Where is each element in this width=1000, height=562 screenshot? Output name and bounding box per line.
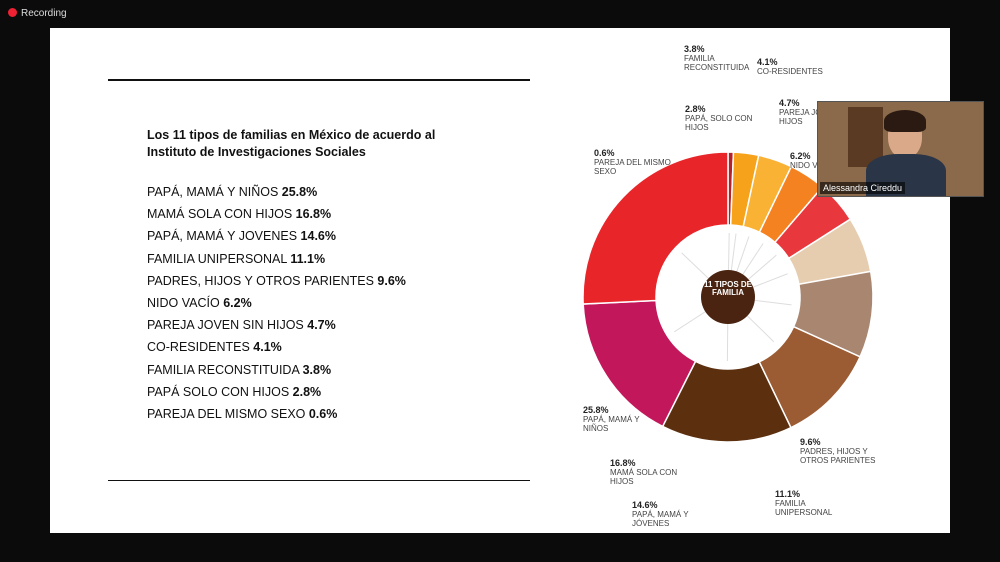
list-item: PAPÁ, MAMÁ Y NIÑOS 25.8% xyxy=(147,185,317,199)
donut-segment xyxy=(582,151,729,305)
segment-label: 4.7%PAREJA JOVEN SIN HIJOS xyxy=(779,98,859,126)
item-label: MAMÁ SOLA CON HIJOS xyxy=(147,207,293,222)
segment-label: 16.8% MAMÁ SOLA CON HIJOS xyxy=(610,458,690,486)
item-value: 4.1% xyxy=(253,340,282,355)
segment-label: 6.2% NIDO VACÍO xyxy=(790,151,870,170)
item-label: NIDO VACÍO xyxy=(147,296,220,310)
segment-category: FAMILIA RECONSTITUIDA xyxy=(684,54,750,72)
segment-value: 4.1% xyxy=(757,57,778,67)
segment-label: 0.6% PAREJA DEL MISMO SEXO xyxy=(594,148,674,176)
rule xyxy=(108,79,530,81)
list-item: PAREJA DEL MISMO SEXO 0.6% xyxy=(147,407,337,421)
segment-label: 9.6% PADRES, HIJOS Y OTROS PARIENTES xyxy=(800,437,880,465)
item-label: FAMILIA UNIPERSONAL xyxy=(147,251,287,266)
segment-value: 16.8% xyxy=(610,458,636,468)
donut-segment xyxy=(582,299,697,428)
item-label: PAPÁ, MAMÁ Y JOVENES xyxy=(147,229,298,244)
center-label: 11 TIPOS DE FAMILIA xyxy=(703,280,753,297)
webcam-thumbnail: Alessandra Cireddu xyxy=(817,101,984,197)
list-item: PAPÁ SOLO CON HIJOS 2.8% xyxy=(147,385,321,399)
item-value: 25.8% xyxy=(281,185,318,199)
item-value: 16.8% xyxy=(295,207,332,222)
item-label: PAREJA JOVEN SIN HIJOS xyxy=(147,318,304,333)
item-value: 6.2% xyxy=(223,296,252,310)
segment-category: FAMILIA UNIPERSONAL xyxy=(775,499,833,517)
item-value: 11.1% xyxy=(290,251,326,266)
segment-value: 3.8% xyxy=(684,44,705,54)
item-label: FAMILIA RECONSTITUIDA xyxy=(147,362,300,377)
rule xyxy=(108,480,530,481)
list-item: CO-RESIDENTES 4.1% xyxy=(147,340,282,354)
item-label: PADRES, HIJOS Y OTROS PARIENTES xyxy=(147,273,374,288)
segment-category: CO-RESIDENTES xyxy=(757,67,823,76)
segment-category: PADRES, HIJOS Y OTROS PARIENTES xyxy=(800,447,876,465)
segment-value: 6.2% xyxy=(790,151,811,161)
item-label: PAPÁ, MAMÁ Y NIÑOS xyxy=(147,185,279,199)
segment-category: PAREJA DEL MISMO SEXO xyxy=(594,158,671,176)
item-label: PAPÁ SOLO CON HIJOS xyxy=(147,384,290,399)
item-value: 14.6% xyxy=(300,229,336,244)
list-item: MAMÁ SOLA CON HIJOS 16.8% xyxy=(147,207,331,221)
hair xyxy=(884,110,926,132)
segment-value: 11.1% xyxy=(775,489,801,499)
recording-label: Recording xyxy=(21,8,67,19)
item-value: 2.8% xyxy=(292,384,322,399)
item-value: 9.6% xyxy=(377,273,406,288)
item-value: 0.6% xyxy=(308,407,338,421)
segment-value: 9.6% xyxy=(800,437,821,447)
list-item: FAMILIA RECONSTITUIDA 3.8% xyxy=(147,363,331,377)
item-label: CO-RESIDENTES xyxy=(147,340,250,355)
list-item: PAREJA JOVEN SIN HIJOS 4.7% xyxy=(147,318,336,332)
segment-category: PAREJA JOVEN SIN HIJOS xyxy=(779,108,854,126)
segment-label: 14.6% PAPÁ, MAMÁ Y JÓVENES xyxy=(632,500,712,528)
segment-category: PAPÁ, MAMÁ Y JÓVENES xyxy=(632,510,689,528)
item-value: 4.7% xyxy=(307,318,336,333)
item-label: PAREJA DEL MISMO SEXO xyxy=(147,407,306,421)
list-item: PADRES, HIJOS Y OTROS PARIENTES 9.6% xyxy=(147,274,406,288)
item-value: 3.8% xyxy=(302,362,332,377)
participant-name: Alessandra Cireddu xyxy=(820,182,906,194)
recording-indicator: Recording xyxy=(8,8,67,19)
segment-label: 2.8% PAPÁ, SOLO CON HIJOS xyxy=(685,104,765,132)
center-badge xyxy=(701,270,755,324)
slide-title: Los 11 tipos de familias en México de ac… xyxy=(147,128,436,159)
segment-value: 25.8% xyxy=(583,405,609,415)
segment-label: 11.1% FAMILIA UNIPERSONAL xyxy=(775,489,855,517)
list-item: NIDO VACÍO 6.2% xyxy=(147,296,252,310)
segment-label: 3.8% FAMILIA RECONSTITUIDA xyxy=(684,44,764,72)
segment-category: PAPÁ, MAMÁ Y NIÑOS xyxy=(583,415,640,433)
segment-category: NIDO VACÍO xyxy=(790,161,837,170)
segment-value: 14.6% xyxy=(632,500,658,510)
list-item: PAPÁ, MAMÁ Y JOVENES 14.6% xyxy=(147,229,336,243)
segment-category: PAPÁ, SOLO CON HIJOS xyxy=(685,114,753,132)
segment-label: 25.8% PAPÁ, MAMÁ Y NIÑOS xyxy=(583,405,663,433)
segment-value: 4.7% xyxy=(779,98,800,108)
segment-value: 2.8% xyxy=(685,104,706,114)
segment-label: 4.1% CO-RESIDENTES xyxy=(757,57,837,76)
segment-value: 0.6% xyxy=(594,148,615,158)
segment-category: MAMÁ SOLA CON HIJOS xyxy=(610,468,678,486)
list-item: FAMILIA UNIPERSONAL 11.1% xyxy=(147,252,325,266)
